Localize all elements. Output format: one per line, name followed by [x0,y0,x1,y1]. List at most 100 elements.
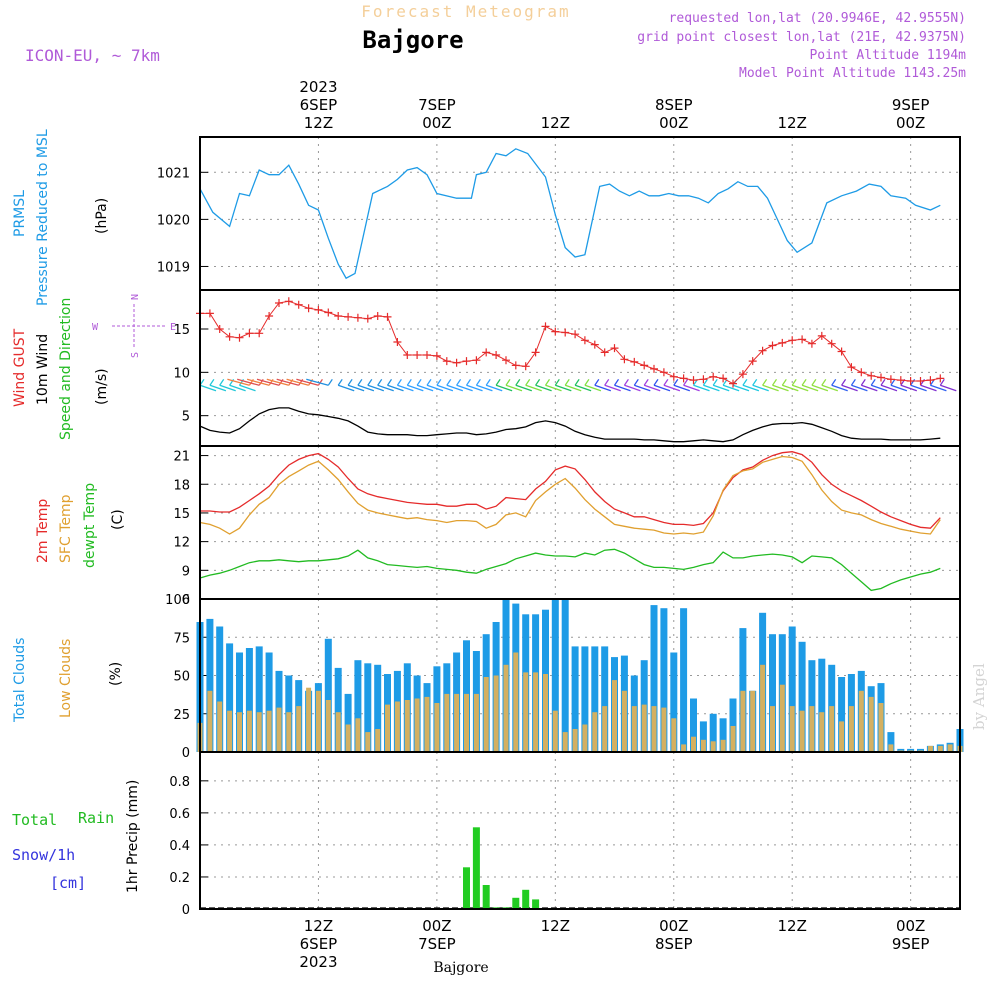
clouds-panel: 0 25 50 75 100 [165,593,964,761]
total-cloud-bar [719,718,727,752]
low-cloud-bar [503,664,509,752]
wind-direction-barb [465,378,483,392]
total-cloud-bar [226,643,234,752]
wind-gust-marker [768,341,777,350]
low-cloud-bar [335,712,341,752]
wind-gust-marker [877,373,885,382]
time-axis-label: 00Z [896,917,925,935]
wind-gust-marker [531,348,540,357]
pressure-unit: (hPa) [94,198,110,234]
wind-gust-marker [867,371,876,380]
low-cloud-bar [246,710,252,752]
time-axis-label: 8SEP [655,96,693,114]
wind-direction-barb [643,378,661,392]
wind-gust-marker [837,347,846,356]
wind-gust-marker [235,333,244,342]
wind-direction-barb [594,378,612,392]
precip-bar [482,885,490,909]
wind-gust-marker [640,361,649,370]
wind-gust-marker [245,329,254,338]
low-cloud-bar [365,732,371,752]
wind-direction-barb [386,378,404,392]
low-cloud-bar [602,706,608,752]
wind-gust-marker [610,344,619,353]
time-axis-label: 2023 [299,78,337,96]
wind-panel-labels: Wind GUST 10m Wind Speed and Direction (… [12,294,176,440]
wind-gust-marker [511,361,520,370]
time-axis-label: 00Z [896,114,925,132]
low-cloud-bar [414,698,420,752]
wind-gust-marker [432,351,441,360]
wind-gust-marker [561,328,570,337]
wind-direction-barb [673,378,691,392]
total-cloud-bar [709,713,717,753]
pressure-panel: 1019 1020 1021 [157,136,961,291]
low-cloud-bar [858,690,864,752]
total-cloud-bar [216,626,224,752]
pressure-tick-label: 1020 [157,213,190,228]
low-cloud-bar [325,700,331,752]
total-cloud-bar [344,693,352,752]
clouds-panel-labels: Total Clouds Low Clouds (%) [12,638,124,723]
wind-gust-line [200,300,941,385]
temp-tick-label: 21 [173,450,190,465]
wind-direction-barb [683,378,700,392]
wind-gust-marker [580,336,589,345]
clouds-tick-label: 25 [173,708,190,723]
wind-direction-barb [296,378,323,386]
wind-gust-marker [383,312,392,321]
wind-gust-marker [817,331,826,340]
time-axis-label: 7SEP [418,96,456,114]
wind-gust-marker [679,374,688,383]
wind-gust-marker [255,329,264,338]
precip-bar [512,897,520,909]
temp-tick-label: 18 [173,478,190,493]
temp-tick-label: 6 [182,593,190,608]
total-cloud-bar [798,641,806,752]
requested-coords: requested lon,lat (20.9946E, 42.9555N) [669,11,966,26]
low-cloud-bar [878,703,884,752]
low-cloud-bar [286,712,292,752]
total-cloud-bar [334,667,342,752]
time-axis-label: 6SEP [300,96,338,114]
low-cloud-bar [681,744,687,752]
low-cloud-bar [720,739,726,752]
precip-bar [522,889,530,909]
wind-gust-marker [294,300,303,309]
wind-direction-barb [574,378,592,392]
wind-gust-marker [709,372,718,381]
precip-tick-label: 0.2 [169,871,190,886]
wind-direction-barb [347,378,365,392]
low-cloud-bar [740,690,746,752]
wind-direction-barb [456,378,473,392]
wind-direction-barb [633,378,651,392]
low-cloud-bar [533,672,539,752]
wind-gust-marker [926,376,935,385]
wind-direction-barb [199,378,217,392]
low-cloud-bar [434,703,440,752]
clouds-tick-label: 75 [173,631,190,646]
wind-gust-marker [423,351,431,359]
wind-direction-barb [801,378,819,392]
wind-direction-barb [475,378,493,392]
time-axis-label: 7SEP [418,935,456,953]
location-title: Bajgore [362,26,463,54]
temp-tick-label: 12 [173,536,190,551]
wind-label-direction: Speed and Direction [58,298,74,440]
temp-label-sfc: SFC Temp [58,494,74,563]
wind-direction-barb [396,378,414,392]
time-axis-label: 12Z [541,917,570,935]
compass-east: E [170,322,176,333]
wind-direction-barb [752,378,769,392]
total-cloud-bar [690,698,697,752]
low-cloud-bar [276,707,282,752]
total-cloud-bar [650,605,658,752]
model-altitude: Model Point Altitude 1143.25m [739,66,966,81]
wind-direction-barb [357,378,375,392]
time-axis-label: 2023 [299,953,337,971]
model-label: ICON-EU, ~ 7km [25,46,160,65]
total-cloud-bar [324,638,332,752]
clouds-tick-label: 0 [182,746,190,761]
total-cloud-bar [571,646,579,752]
total-cloud-bar [887,732,895,752]
